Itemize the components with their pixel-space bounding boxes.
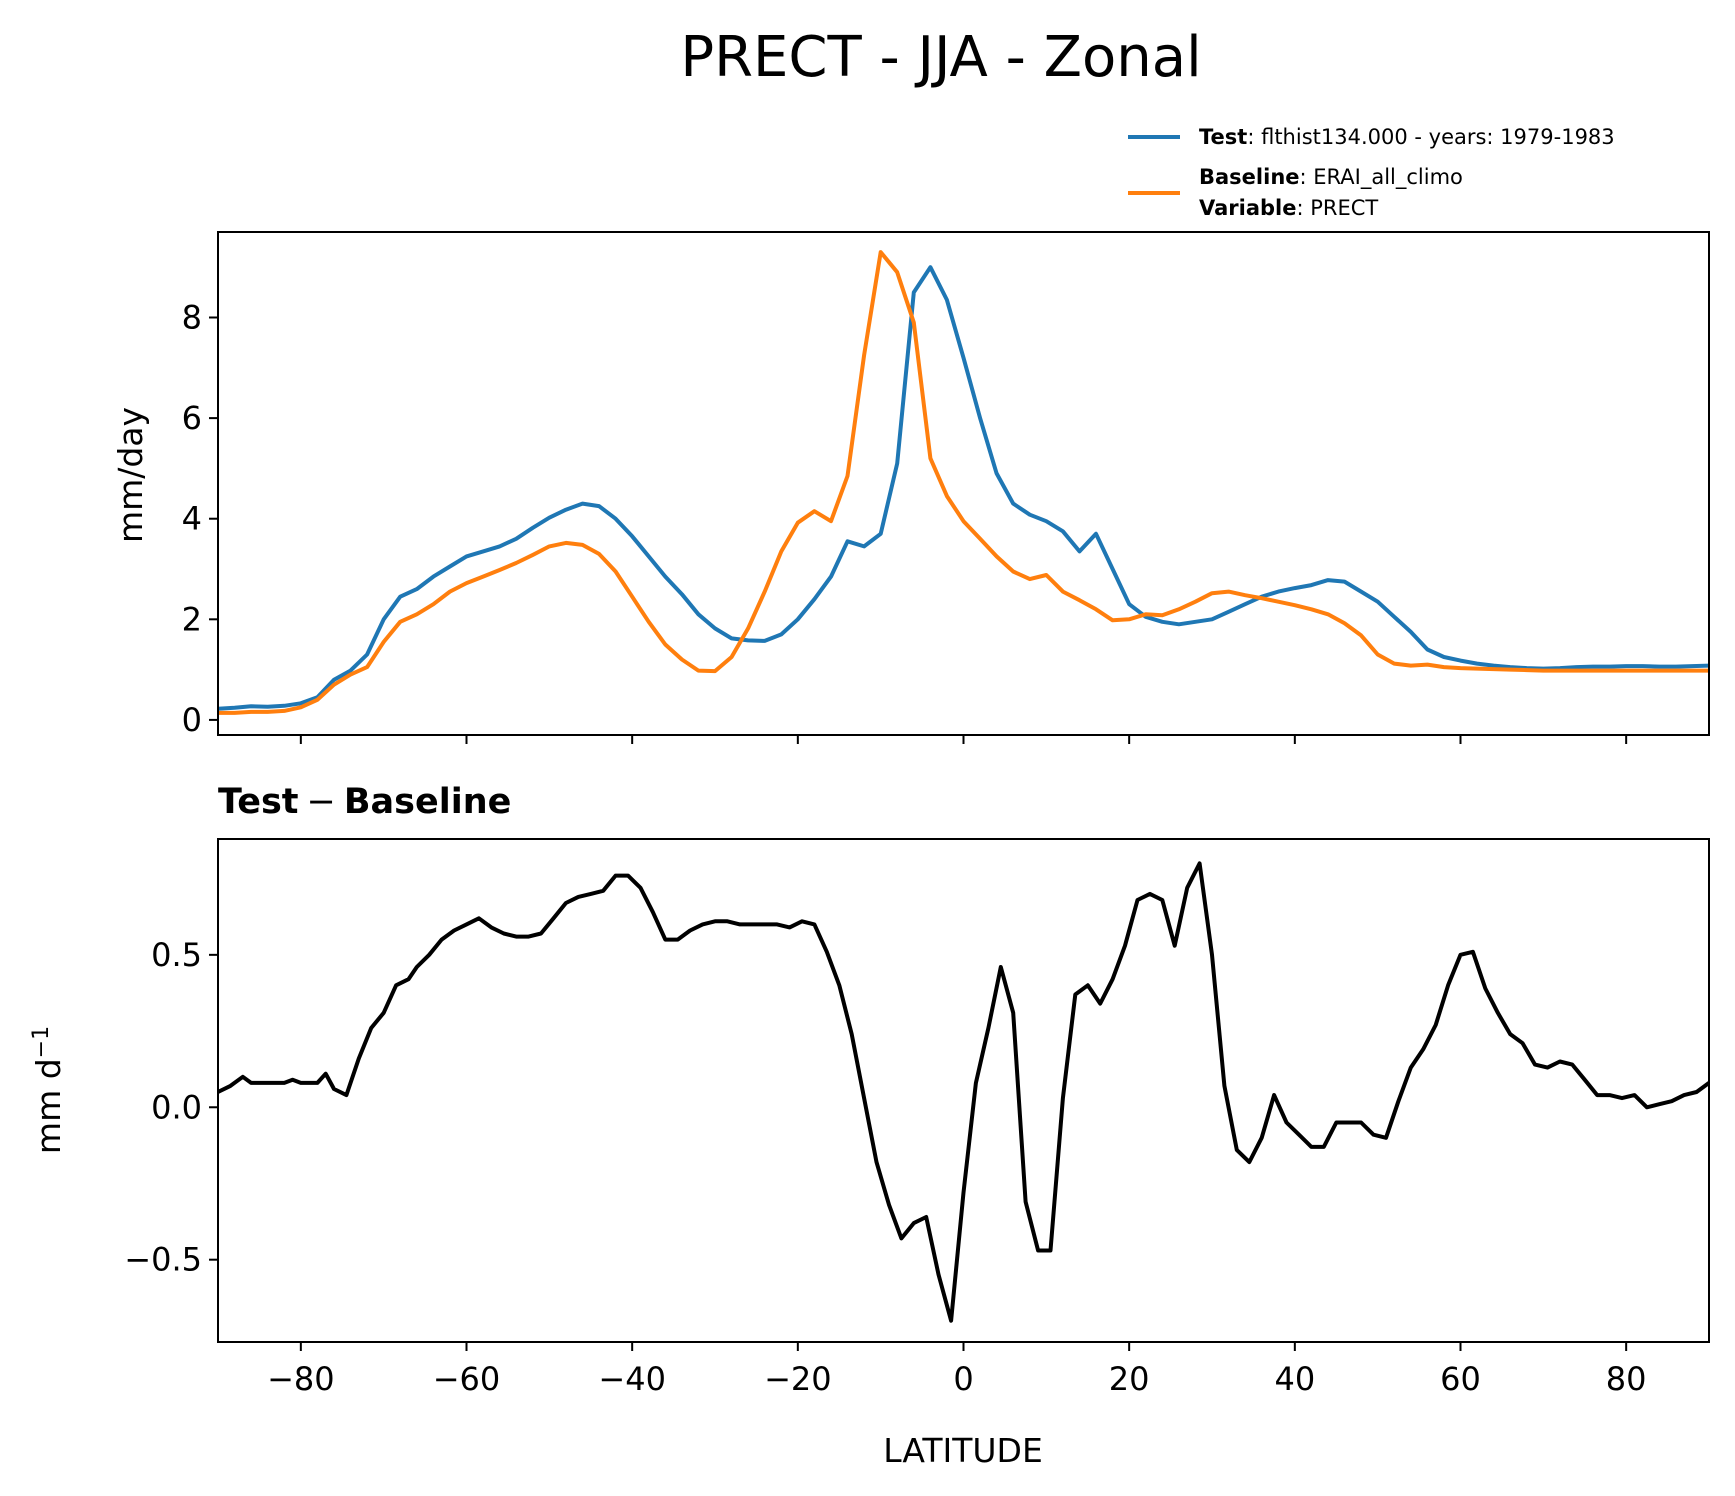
x-tick-label: 20 [1109,1360,1150,1398]
top-y-ticks: 0 2 4 6 8 [182,299,218,739]
x-tick-label: −60 [433,1360,501,1398]
bottom-x-ticks: −80 −60 −40 −20 0 20 40 60 80 [267,1342,1647,1398]
top-y-axis-label: mm/day [111,407,150,543]
x-tick-label: −40 [598,1360,666,1398]
top-panel-plot [218,250,1709,715]
bottom-y-tick-label: 0.0 [151,1088,202,1126]
top-y-tick-label: 2 [182,600,202,638]
bottom-y-ticks: −0.5 0.0 0.5 [124,936,218,1279]
bottom-y-tick-label: −0.5 [124,1241,202,1279]
x-tick-label: 40 [1274,1360,1315,1398]
x-tick-label: 60 [1440,1360,1481,1398]
top-y-tick-label: 6 [182,399,202,437]
x-axis-label: LATITUDE [883,1431,1043,1470]
x-tick-label: 80 [1606,1360,1647,1398]
x-tick-label: 0 [953,1360,973,1398]
top-y-tick-label: 8 [182,299,202,337]
bottom-series-line-test-baseline [218,861,1709,1323]
x-tick-label: −80 [267,1360,335,1398]
top-panel-frame [217,231,1710,736]
legend-entry-baseline: Baseline: ERAI_all_climo [1199,165,1463,190]
bottom-panel-frame [217,838,1710,1343]
legend: Test: flthist134.000 - years: 1979-1983 … [1128,125,1615,220]
top-series-line-test [218,265,1709,711]
chart-title: PRECT - JJA - Zonal [680,25,1201,90]
bottom-panel: −0.50.00.5 −80 −60 −40 −20 0 20 40 60 80 mm d−1 … [29,838,1710,1470]
bottom-y-tick-label: 0.5 [151,936,202,974]
top-y-tick-label: 4 [182,500,202,538]
top-x-ticks [299,735,1628,744]
legend-entry-variable: Variable: PRECT [1199,196,1378,220]
top-y-tick-label: 0 [182,701,202,739]
top-series-line-baseline [218,250,1709,715]
top-panel: 0 2 4 6 8 mm/day [111,231,1710,744]
bottom-panel-plot [218,861,1709,1323]
bottom-y-axis-label: mm d−1 [29,1026,68,1154]
legend-entry-test: Test: flthist134.000 - years: 1979-1983 [1199,125,1615,149]
x-tick-label: −20 [764,1360,832,1398]
bottom-panel-title: Test − Baseline [218,782,511,822]
